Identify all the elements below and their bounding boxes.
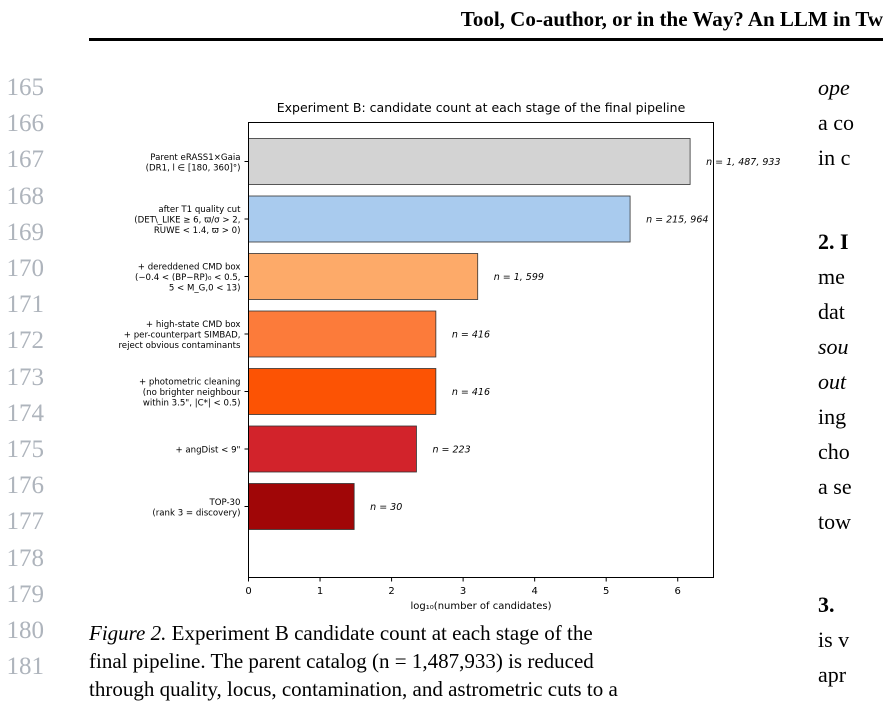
x-tick-label: 3 xyxy=(460,586,466,597)
category-label: TOP-30 (rank 3 = discovery) xyxy=(152,498,240,519)
line-number: 169 xyxy=(6,218,45,246)
right-column-line: apr xyxy=(818,662,847,687)
bar xyxy=(248,425,417,473)
right-column-line: out xyxy=(818,369,847,394)
x-tick-label: 1 xyxy=(317,586,323,597)
right-column-line: a se xyxy=(818,474,852,499)
right-column-line: dat xyxy=(818,299,845,324)
value-label: n = 416 xyxy=(452,330,490,341)
bar xyxy=(248,310,437,358)
right-column-line: 2. I xyxy=(818,229,849,254)
right-column-text: ope a co in c 2. I me dat sou out ing cho a se tow 3… xyxy=(818,0,883,688)
header-rule xyxy=(89,38,883,41)
line-number: 181 xyxy=(6,653,45,681)
right-column-line: sou xyxy=(818,334,849,359)
caption-text: final pipeline. The parent catalog (n = … xyxy=(89,649,594,673)
right-column-line: a co xyxy=(818,110,855,135)
category-label: + high-state CMD box + per-counterpart SI… xyxy=(118,320,241,351)
x-tick-label: 0 xyxy=(245,586,251,597)
line-number: 174 xyxy=(6,399,45,427)
line-number: 178 xyxy=(6,544,45,572)
bar xyxy=(248,138,691,185)
value-label: n = 30 xyxy=(370,502,402,513)
bar xyxy=(248,483,355,530)
caption-line: through quality, locus, contamination, a… xyxy=(89,675,791,703)
right-column-line: ope xyxy=(818,75,850,100)
line-number: 172 xyxy=(6,327,45,355)
line-number: 165 xyxy=(6,74,45,101)
right-column-line: is v xyxy=(818,627,850,652)
category-label: after T1 quality cut (DET\_LIKE ≥ 6, ϖ/σ … xyxy=(134,205,241,236)
category-label: + photometric cleaning (no brighter neigh… xyxy=(139,378,241,409)
line-number: 167 xyxy=(6,146,45,174)
right-column-line: me xyxy=(818,264,845,289)
figure-label: Figure 2. xyxy=(89,621,167,645)
line-number: 171 xyxy=(6,291,45,319)
caption-text: Experiment B candidate count at each sta… xyxy=(171,621,593,645)
caption-text: through quality, locus, contamination, a… xyxy=(89,677,618,701)
value-label: n = 223 xyxy=(432,445,470,456)
figure-caption: Figure 2. Experiment B candidate count a… xyxy=(89,619,791,703)
line-numbers: 165 166 167 168 169 170 171 172 173 174 175 176 177 1… xyxy=(0,0,60,688)
category-label: + angDist < 9" xyxy=(175,446,240,456)
line-number: 177 xyxy=(6,508,45,536)
line-number: 170 xyxy=(6,255,45,282)
line-number: 175 xyxy=(6,436,45,463)
right-column-line: ing xyxy=(818,404,847,429)
chart-title: Experiment B: candidate count at each st… xyxy=(277,100,686,115)
plot-frame xyxy=(248,122,714,578)
bar xyxy=(248,368,437,415)
x-axis-label: log₁₀(number of candidates) xyxy=(411,601,552,612)
caption-line: final pipeline. The parent catalog (n = … xyxy=(89,647,791,675)
line-number: 176 xyxy=(6,472,45,500)
right-column-line: 3. xyxy=(818,592,835,617)
line-number: 168 xyxy=(6,182,45,210)
running-head: Tool, Co-author, or in the Way? An LLM i… xyxy=(460,7,883,31)
value-label: n = 416 xyxy=(452,387,490,398)
right-column-line: cho xyxy=(818,439,850,464)
x-tick-label: 6 xyxy=(675,586,681,597)
bar xyxy=(248,195,631,243)
right-column-line: in c xyxy=(818,145,851,170)
category-label: + dereddened CMD box (−0.4 < (BP−RP)₀ < 0… xyxy=(135,263,241,294)
line-number: 173 xyxy=(6,363,45,391)
value-label: n = 1, 599 xyxy=(494,272,544,283)
value-label: n = 215, 964 xyxy=(646,215,708,226)
bar xyxy=(248,253,479,300)
x-tick-label: 4 xyxy=(531,586,537,597)
category-label: Parent eRASS1×Gaia (DR1, l ∈ [180, 360]°) xyxy=(146,153,241,174)
caption-line: Figure 2. Experiment B candidate count a… xyxy=(89,619,791,647)
line-number: 166 xyxy=(6,110,45,138)
bar-chart: Experiment B: candidate count at each st… xyxy=(118,100,780,612)
value-label: n = 1, 487, 933 xyxy=(706,157,780,168)
right-column-line: tow xyxy=(818,509,851,534)
x-tick-label: 2 xyxy=(388,586,394,597)
line-number: 179 xyxy=(6,580,45,608)
line-number: 180 xyxy=(6,617,45,644)
x-tick-label: 5 xyxy=(603,586,609,597)
